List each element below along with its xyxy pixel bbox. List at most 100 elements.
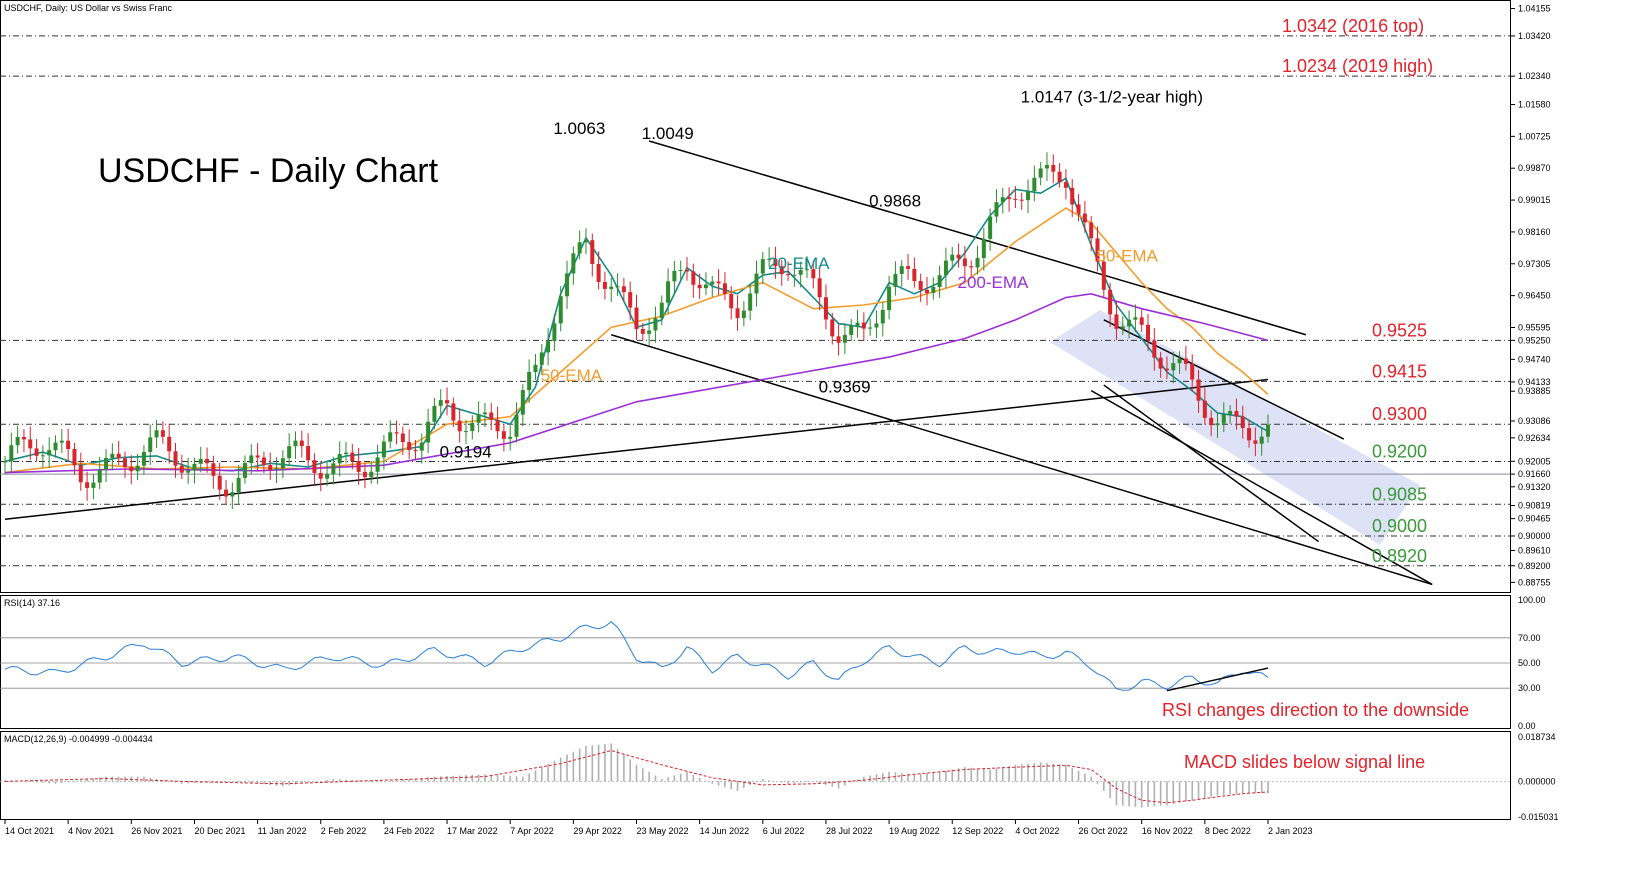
candle-body [716, 281, 721, 284]
level-label: 0.9415 [1372, 361, 1427, 381]
candle-body [438, 400, 443, 406]
rsi-line [4, 621, 1269, 691]
candle-body [154, 430, 159, 438]
date-tick-label: 14 Jun 2022 [700, 826, 750, 836]
level-label: 0.8920 [1372, 546, 1427, 566]
candle-body [1259, 436, 1264, 444]
price-annotation: 0.9369 [819, 377, 871, 396]
date-tick-label: 16 Nov 2022 [1142, 826, 1193, 836]
trend-line [1103, 384, 1319, 543]
candle-body [735, 308, 740, 318]
candle-body [192, 463, 197, 471]
candle-body [9, 445, 14, 462]
candle-body [1000, 197, 1005, 203]
macd-tick-label: -0.015031 [1518, 812, 1559, 822]
candle-body [937, 275, 942, 287]
candle-body [710, 281, 715, 285]
candle-body [558, 296, 563, 324]
candle-body [823, 297, 828, 320]
candle-body [1019, 199, 1024, 201]
candle-body [672, 270, 677, 282]
candle-body [874, 323, 879, 328]
price-tick-label: 0.90000 [1518, 531, 1551, 541]
candle-body [97, 469, 102, 483]
candle-body [1152, 340, 1157, 358]
candle-body [337, 453, 342, 464]
main-panel-frame [0, 0, 1511, 593]
candle-body [994, 202, 999, 217]
candle-body [956, 254, 961, 259]
candle-body [299, 440, 304, 447]
candle-body [21, 436, 26, 440]
candle-body [287, 446, 292, 459]
candle-body [3, 461, 7, 463]
candle-body [66, 440, 71, 450]
candle-body [167, 436, 172, 452]
candle-body [78, 465, 83, 483]
candle-body [224, 489, 229, 497]
candle-body [1247, 428, 1252, 441]
price-tick-label: 1.04155 [1518, 4, 1551, 14]
candle-body [741, 310, 746, 318]
date-tick-label: 23 May 2022 [637, 826, 689, 836]
candle-body [1177, 358, 1182, 364]
candle-body [1171, 363, 1176, 371]
level-label: 0.9000 [1372, 516, 1427, 536]
candle-body [110, 453, 115, 458]
candle-body [280, 458, 285, 469]
candle-body [198, 458, 203, 464]
candle-body [141, 451, 146, 466]
candle-body [950, 254, 955, 261]
candle-body [173, 451, 178, 466]
rsi-tick-label: 100.00 [1518, 595, 1546, 605]
main-header: USDCHF, Daily: US Dollar vs Swiss Franc [4, 3, 173, 13]
rsi-tick-label: 50.00 [1518, 658, 1541, 668]
candle-body [609, 286, 614, 289]
candle-body [501, 431, 506, 439]
date-tick-label: 20 Dec 2021 [194, 826, 245, 836]
date-tick-label: 17 Mar 2022 [447, 826, 498, 836]
candle-body [375, 457, 380, 472]
price-tick-label: 1.00725 [1518, 131, 1551, 141]
candle-body [1221, 414, 1226, 424]
trend-line [4, 378, 1269, 520]
candle-body [855, 322, 860, 326]
candle-body [773, 258, 778, 267]
candle-body [160, 430, 165, 437]
candle-body [495, 419, 500, 432]
level-label: 0.9085 [1372, 484, 1427, 504]
candle-body [261, 457, 266, 466]
price-tick-label: 0.95595 [1518, 322, 1551, 332]
candle-body [34, 448, 39, 456]
candle-body [577, 242, 582, 254]
candle-body [350, 452, 355, 461]
macd-signal-line [4, 750, 1269, 804]
candle-body [678, 269, 683, 271]
candle-body [1038, 168, 1043, 178]
candle-body [249, 455, 254, 464]
candle-body [1057, 171, 1062, 183]
candle-body [400, 433, 405, 443]
candle-body [28, 439, 33, 449]
candle-body [842, 334, 847, 343]
candle-body [482, 412, 487, 415]
candle-body [1127, 319, 1132, 327]
level-label: 0.9525 [1372, 320, 1427, 340]
candle-body [104, 457, 109, 470]
price-annotation: 50-EMA [1096, 247, 1158, 266]
candle-body [703, 284, 708, 289]
candle-body [432, 405, 437, 422]
candle-body [836, 336, 841, 343]
level-label: 1.0342 (2016 top) [1282, 16, 1424, 36]
price-tick-label: 0.94740 [1518, 354, 1551, 364]
rsi-trend-line [1166, 667, 1269, 692]
price-annotation: 50-EMA [541, 366, 603, 385]
candle-body [59, 440, 64, 443]
macd-tick-label: 0.000000 [1518, 776, 1556, 786]
price-tick-label: 1.02340 [1518, 71, 1551, 81]
date-tick-label: 14 Oct 2021 [5, 826, 54, 836]
date-tick-label: 26 Nov 2021 [131, 826, 182, 836]
candle-body [988, 216, 993, 239]
candle-body [476, 414, 481, 423]
